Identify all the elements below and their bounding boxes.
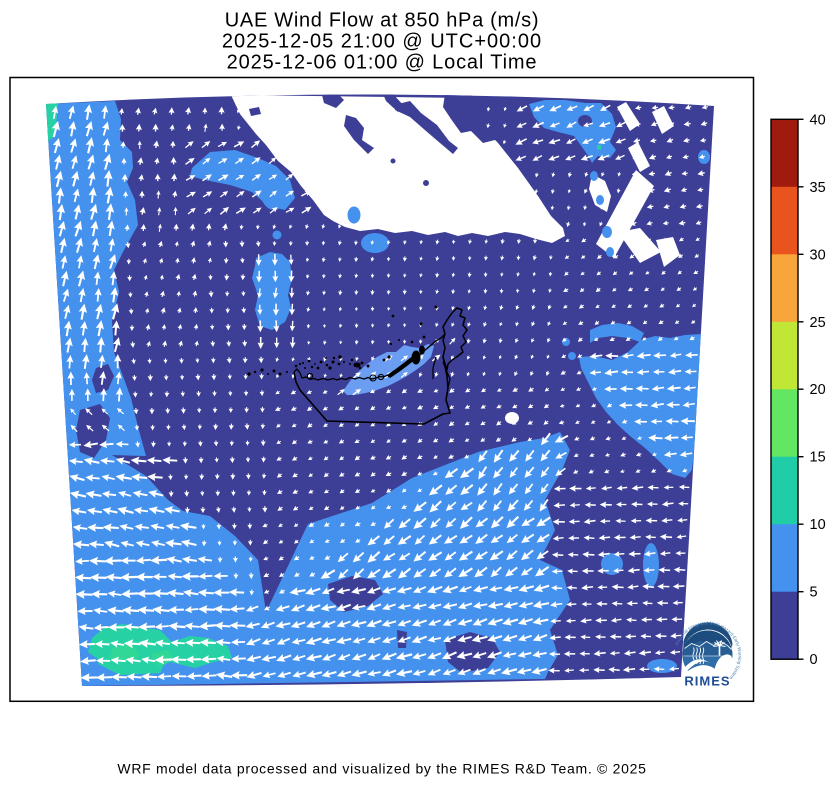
svg-text:20: 20 <box>810 382 826 398</box>
svg-text:25: 25 <box>810 315 826 331</box>
svg-text:WRF model data processed and v: WRF model data processed and visualized … <box>117 761 646 777</box>
svg-text:15: 15 <box>810 450 826 466</box>
svg-text:UAE Wind Flow at 850 hPa (m/s): UAE Wind Flow at 850 hPa (m/s) <box>225 10 539 32</box>
svg-text:10: 10 <box>810 517 826 533</box>
svg-text:2025-12-05 21:00 @ UTC+00:00: 2025-12-05 21:00 @ UTC+00:00 <box>222 31 542 53</box>
svg-text:RIMES: RIMES <box>684 674 730 689</box>
svg-text:2025-12-06 01:00 @ Local Time: 2025-12-06 01:00 @ Local Time <box>227 52 538 74</box>
svg-text:40: 40 <box>810 112 826 128</box>
svg-text:30: 30 <box>810 247 826 263</box>
svg-text:35: 35 <box>810 180 826 196</box>
svg-text:5: 5 <box>810 585 818 601</box>
svg-text:0: 0 <box>810 652 818 668</box>
